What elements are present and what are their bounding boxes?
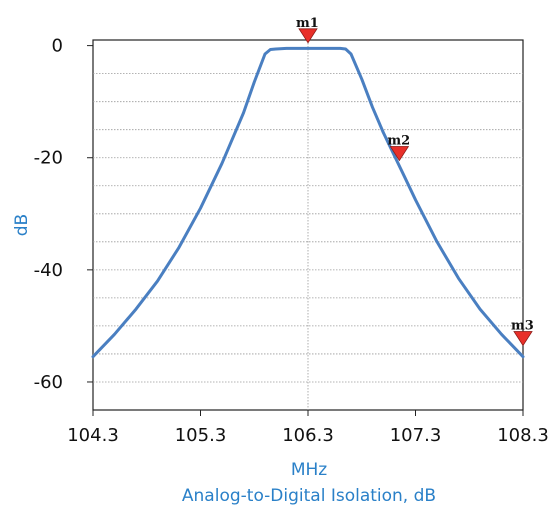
y-tick-label: -60 xyxy=(34,372,63,393)
y-axis-title: dB xyxy=(12,214,32,236)
grid-lines xyxy=(93,40,523,410)
x-tick-label: 105.3 xyxy=(175,425,227,446)
x-tick-label: 106.3 xyxy=(282,425,334,446)
y-tick-label: 0 xyxy=(52,36,63,57)
x-axis-ticks: 104.3 105.3 106.3 107.3 108.3 xyxy=(67,410,549,446)
x-tick-label: 104.3 xyxy=(67,425,119,446)
marker-m2-label: m2 xyxy=(387,134,410,149)
marker-m3-label: m3 xyxy=(511,319,534,334)
series-line xyxy=(91,46,525,359)
y-axis-ticks: 0 -20 -40 -60 xyxy=(34,36,93,393)
marker-m1-triangle xyxy=(298,28,318,44)
marker-m3-triangle xyxy=(513,331,533,347)
y-tick-label: -20 xyxy=(34,148,63,169)
marker-m2-triangle xyxy=(389,146,410,162)
x-axis-title: MHz xyxy=(291,460,327,480)
markers-group: m1 m2 m3 xyxy=(296,16,534,347)
series-group xyxy=(91,46,525,359)
x-tick-label: 108.3 xyxy=(497,425,549,446)
chart-title: Analog-to-Digital Isolation, dB xyxy=(182,486,436,506)
x-tick-label: 107.3 xyxy=(390,425,442,446)
y-tick-label: -40 xyxy=(34,260,63,281)
marker-m1-label: m1 xyxy=(296,16,319,31)
